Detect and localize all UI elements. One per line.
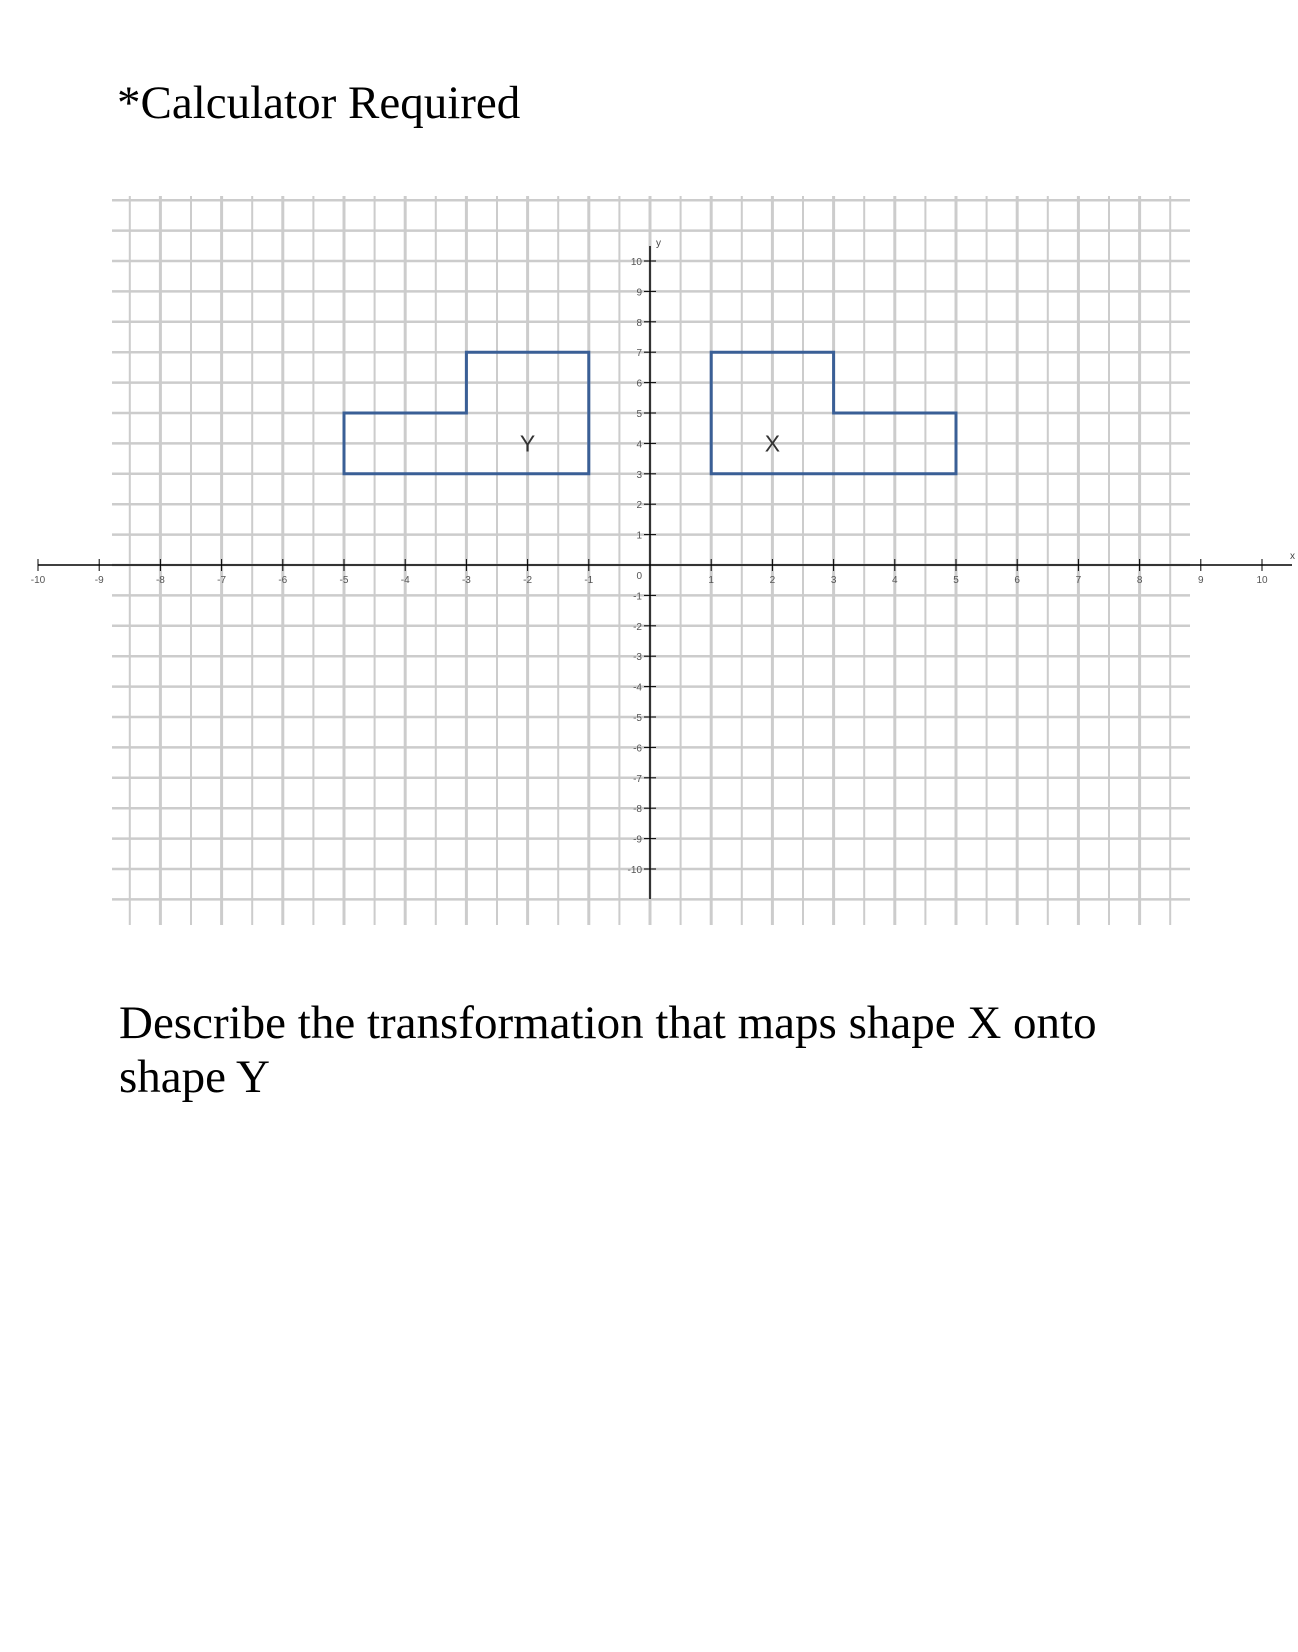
y-tick-label: 6	[636, 379, 642, 390]
x-tick-label: 7	[1076, 575, 1082, 586]
y-tick-label: 9	[636, 287, 642, 298]
x-tick-label: -1	[584, 575, 593, 586]
y-tick-label: 7	[636, 348, 642, 359]
y-tick-label: 10	[631, 257, 643, 268]
y-tick-label: 8	[636, 318, 642, 329]
x-tick-label: 6	[1014, 575, 1020, 586]
y-tick-label: -5	[633, 713, 642, 724]
y-tick-label: -7	[633, 774, 642, 785]
x-tick-label: -3	[462, 575, 471, 586]
y-axis-name: y	[656, 238, 661, 249]
y-tick-label: -3	[633, 652, 642, 663]
x-tick-label: 1	[708, 575, 714, 586]
x-tick-label: -2	[523, 575, 532, 586]
y-tick-label: 5	[636, 409, 642, 420]
x-tick-label: -10	[31, 575, 46, 586]
question-text: Describe the transformation that maps sh…	[119, 997, 1097, 1104]
x-tick-label: -6	[278, 575, 287, 586]
shape-x-outline	[709, 350, 958, 476]
x-tick-label: -7	[217, 575, 226, 586]
shape-x-label: X	[765, 430, 780, 456]
x-tick-label: -8	[156, 575, 165, 586]
axes: xy	[38, 238, 1295, 899]
x-tick-label: 3	[831, 575, 837, 586]
x-tick-label: 4	[892, 575, 898, 586]
y-tick-label: -2	[633, 622, 642, 633]
shape-y-label: Y	[520, 430, 535, 456]
y-tick-label: -8	[633, 804, 642, 815]
y-tick-label: 1	[636, 531, 642, 542]
y-tick-label: 4	[636, 439, 642, 450]
x-axis-name: x	[1290, 551, 1295, 562]
y-tick-label: -1	[633, 591, 642, 602]
y-tick-label: -4	[633, 683, 642, 694]
grid-lines	[112, 196, 1190, 925]
coordinate-grid: xy -10 -9 -8 -7 -6 -5 -4 -3 -2 -1 1 2 3 4 5 6 7 8 9 10-10-9…	[31, 196, 1295, 925]
x-tick-label: 9	[1198, 575, 1204, 586]
tick-labels: -10 -9 -8 -7 -6 -5 -4 -3 -2 -1 1 2 3 4 5 6 7 8 9 10-10-9-8-…	[31, 257, 1268, 876]
x-tick-label: -5	[340, 575, 349, 586]
shapes: XY	[342, 350, 958, 476]
x-tick-label: 10	[1256, 575, 1268, 586]
x-tick-label: -9	[95, 575, 104, 586]
x-tick-label: 5	[953, 575, 959, 586]
origin-label: 0	[636, 571, 642, 582]
y-tick-label: 3	[636, 470, 642, 481]
y-tick-label: -9	[633, 835, 642, 846]
y-tick-label: -6	[633, 743, 642, 754]
x-tick-label: 8	[1137, 575, 1143, 586]
y-tick-label: 2	[636, 500, 642, 511]
y-tick-label: -10	[628, 865, 643, 876]
x-tick-label: 2	[770, 575, 776, 586]
shape-y-outline	[342, 350, 591, 476]
x-tick-label: -4	[401, 575, 410, 586]
page-title: *Calculator Required	[117, 77, 521, 129]
